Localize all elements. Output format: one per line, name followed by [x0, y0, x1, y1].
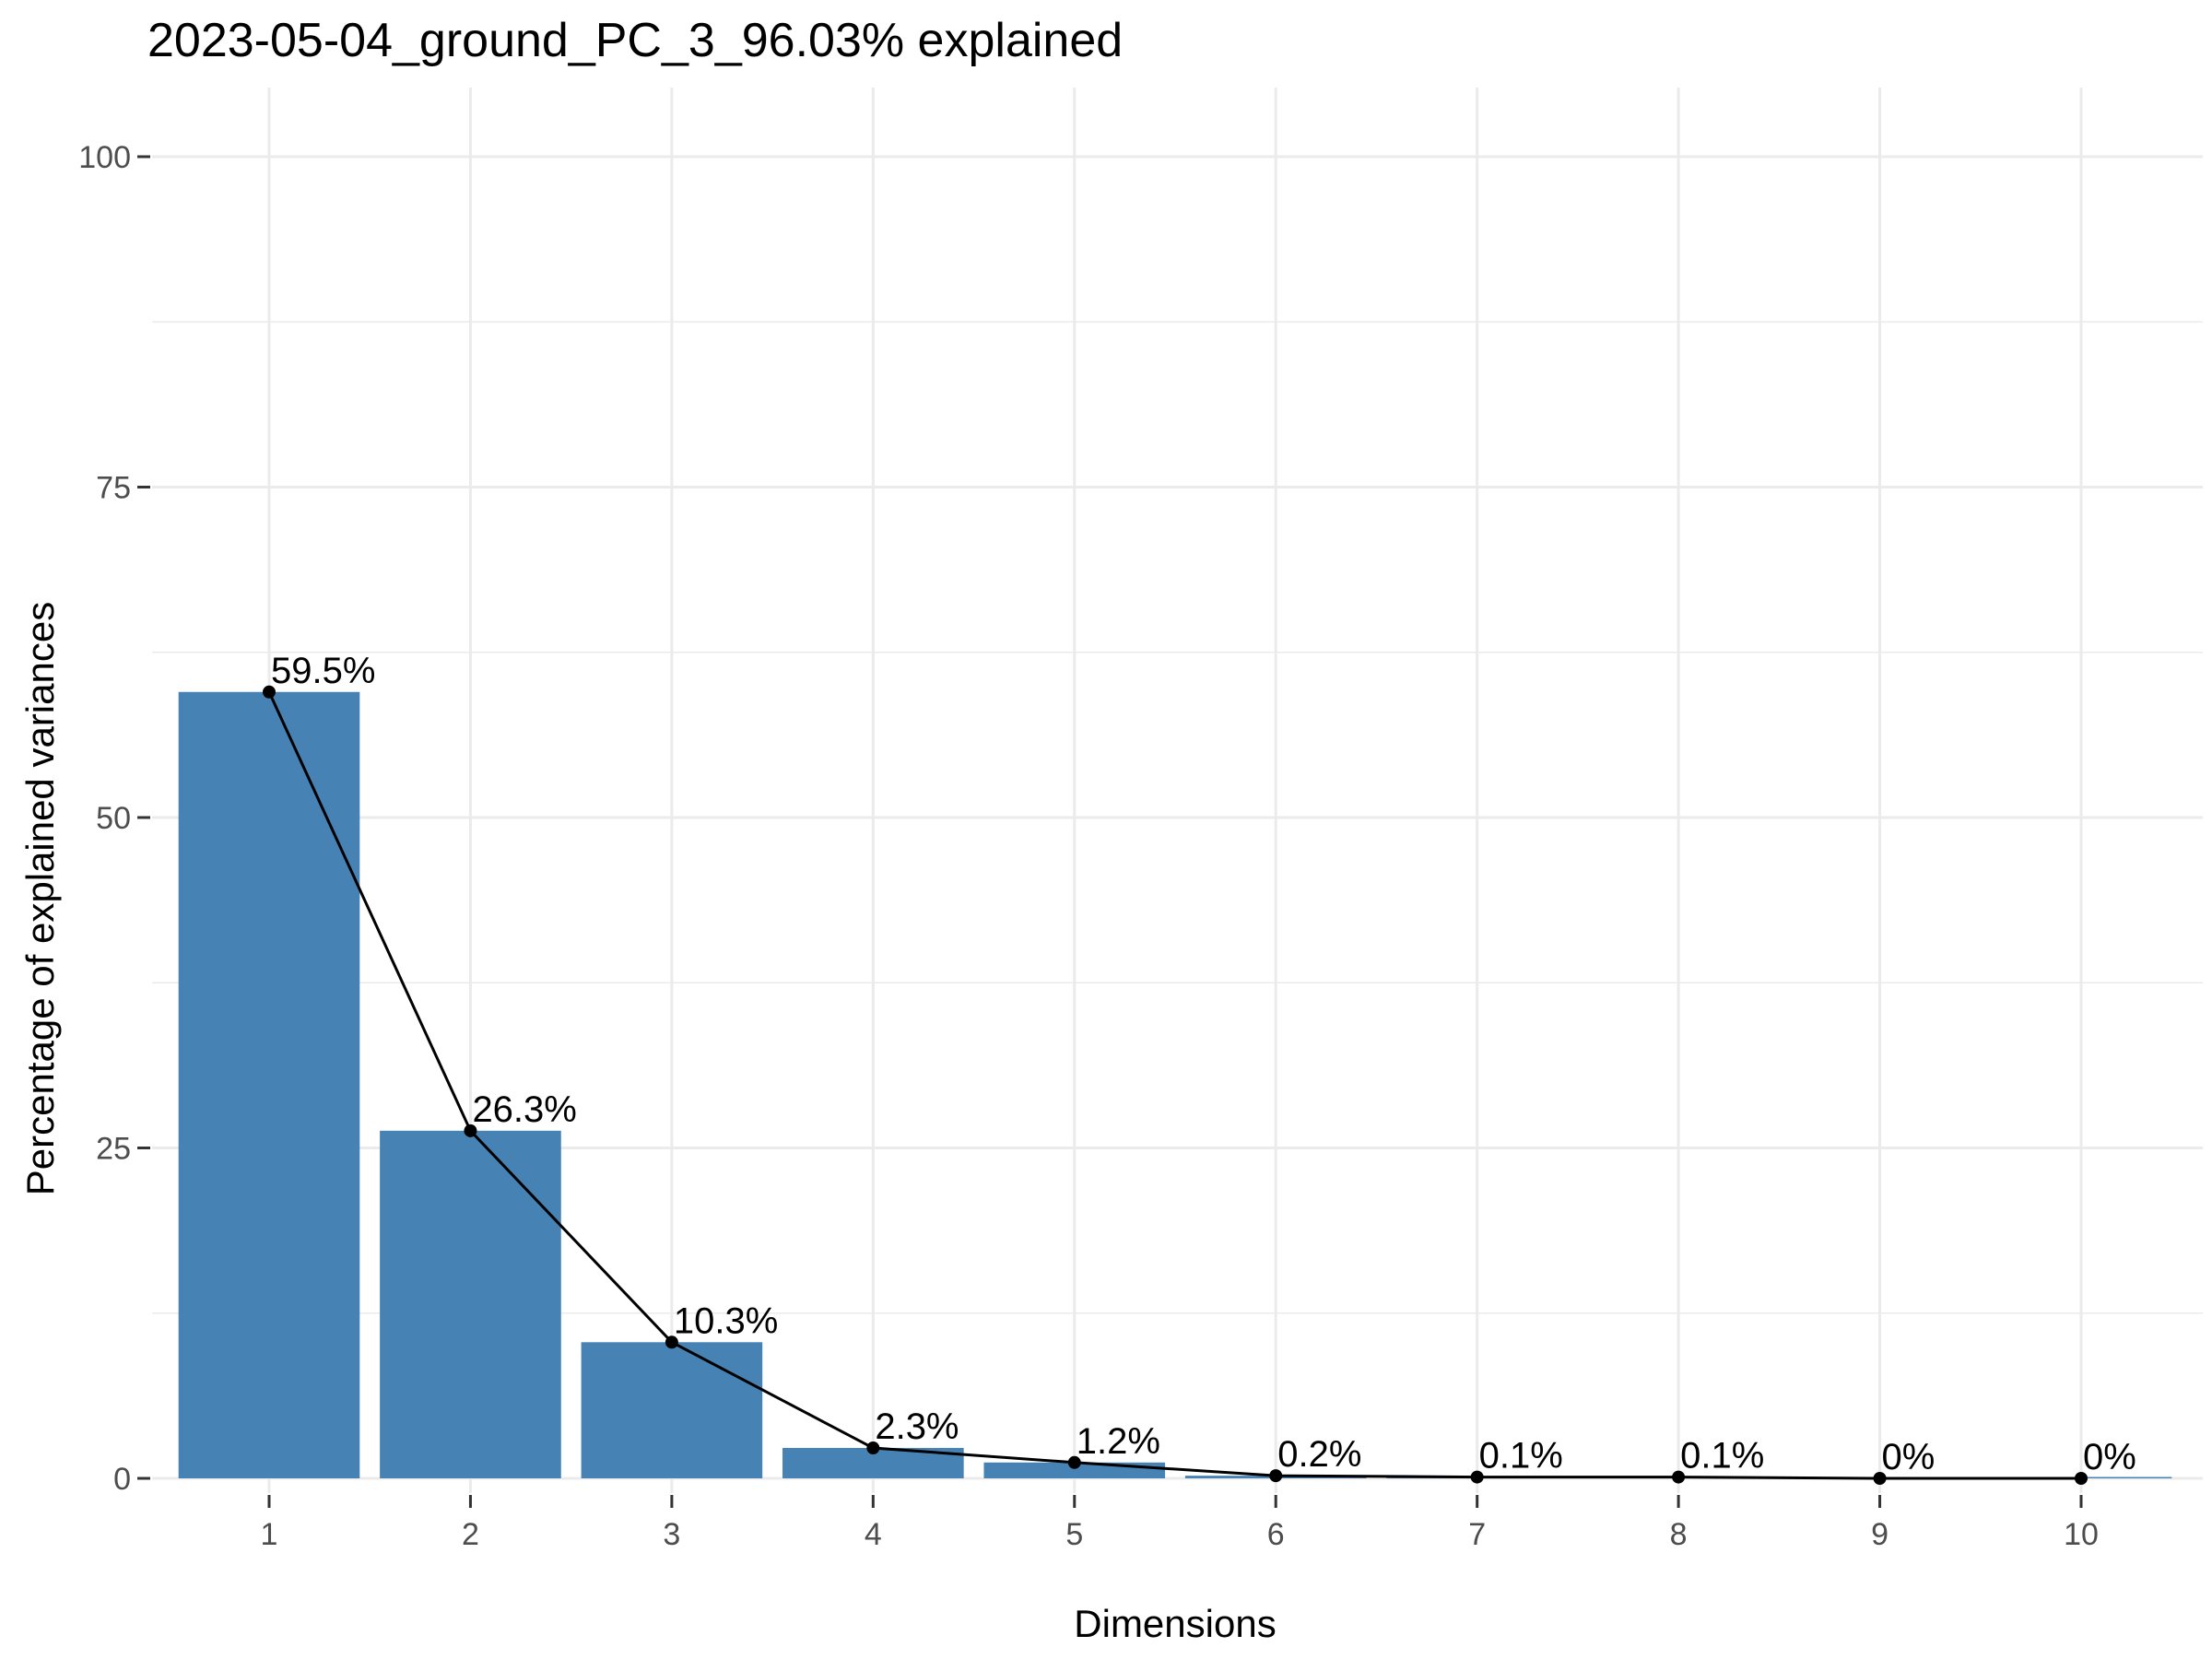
x-tick-label: 5	[1065, 1517, 1083, 1552]
bar-dim-1	[178, 691, 360, 1478]
data-label-dim-7: 0.1%	[1479, 1436, 1563, 1477]
point-dim-6	[1269, 1469, 1283, 1483]
point-dim-7	[1470, 1470, 1484, 1484]
point-dim-2	[464, 1124, 477, 1137]
variance-line	[267, 691, 2081, 1480]
x-tick-label: 9	[1871, 1517, 1888, 1552]
y-tick-label: 50	[96, 801, 131, 836]
point-dim-1	[263, 685, 276, 699]
data-label-dim-1: 59.5%	[271, 651, 375, 691]
x-tick-label: 4	[865, 1517, 882, 1552]
data-label-dim-8: 0.1%	[1680, 1436, 1764, 1477]
point-dim-3	[665, 1335, 678, 1349]
data-label-dim-6: 0.2%	[1277, 1434, 1361, 1475]
x-axis: 1 2 3 4 5 6 7 8 9 10	[261, 1495, 2099, 1552]
bar-dim-3	[581, 1342, 763, 1478]
data-label-dim-10: 0%	[2083, 1437, 2136, 1477]
point-dim-4	[866, 1441, 880, 1455]
point-dim-9	[1873, 1472, 1887, 1485]
x-tick-label: 1	[261, 1517, 278, 1552]
x-axis-title: Dimensions	[1074, 1602, 1276, 1645]
data-labels: 59.5% 26.3% 10.3% 2.3% 1.2% 0.2% 0.1% 0.1% 0% 0%	[271, 651, 2136, 1477]
data-label-dim-9: 0%	[1882, 1437, 1936, 1477]
point-dim-10	[2075, 1472, 2088, 1485]
x-tick-label: 3	[663, 1517, 680, 1552]
y-tick-label: 25	[96, 1132, 131, 1167]
variance-polyline	[267, 691, 2081, 1480]
chart-title: 2023-05-04_ground_PC_3_96.03% explained	[147, 14, 1124, 67]
x-tick-label: 10	[2064, 1517, 2099, 1552]
bar-series	[178, 691, 2172, 1478]
data-label-dim-4: 2.3%	[875, 1406, 959, 1447]
x-tick-label: 2	[462, 1517, 479, 1552]
data-label-dim-5: 1.2%	[1077, 1421, 1160, 1462]
y-axis-title: Percentage of explained variances	[18, 602, 62, 1195]
point-dim-5	[1067, 1455, 1081, 1469]
x-tick-label: 6	[1267, 1517, 1285, 1552]
y-tick-label: 0	[113, 1462, 131, 1497]
y-tick-label: 100	[78, 140, 131, 175]
data-label-dim-3: 10.3%	[674, 1300, 778, 1341]
point-dim-8	[1672, 1470, 1686, 1484]
y-axis: 0 25 50 75 100	[78, 140, 150, 1497]
data-label-dim-2: 26.3%	[472, 1089, 576, 1130]
variance-points	[263, 685, 2088, 1485]
y-tick-label: 75	[96, 471, 131, 506]
x-tick-label: 7	[1468, 1517, 1486, 1552]
bar-dim-2	[380, 1130, 561, 1478]
x-tick-label: 8	[1670, 1517, 1688, 1552]
